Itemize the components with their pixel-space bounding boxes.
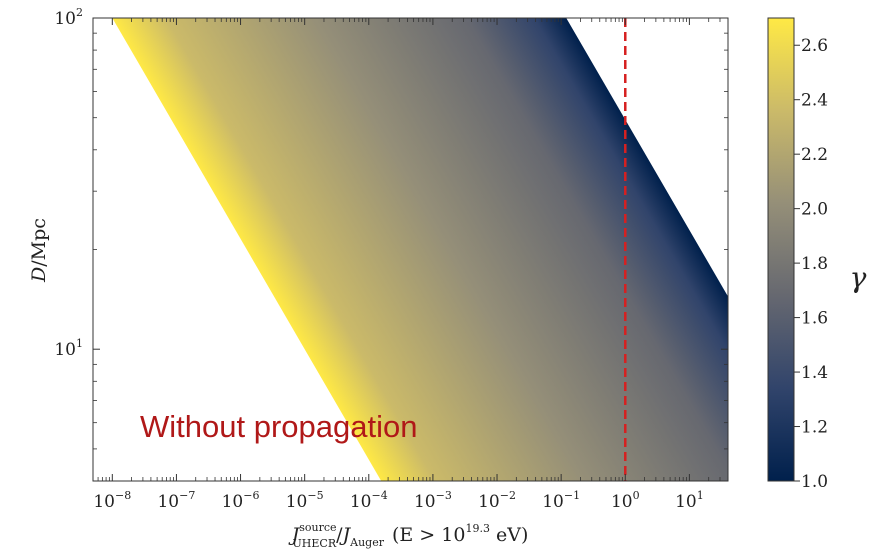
colorbar-tick-label: 2.0: [801, 200, 828, 220]
y-tick-label: 102: [54, 6, 83, 29]
colorbar-tick-label: 1.6: [801, 309, 828, 329]
x-tick-label: 10−7: [157, 489, 195, 512]
annotation-without-propagation: Without propagation: [140, 409, 417, 444]
x-tick-label: 100: [611, 489, 640, 512]
colorbar-ticks: 1.0 1.2 1.4 1.6 1.8 2.0 2.2 2.4 2.6: [794, 36, 828, 492]
y-axis: 101 102: [54, 6, 728, 482]
colorbar-label: γ: [850, 261, 867, 294]
x-tick-label: 10−5: [286, 489, 324, 512]
x-axis-label: Jsource UHECR/JAuger (E > 1019.3 eV): [288, 521, 529, 550]
x-tick-label: 10−8: [93, 489, 131, 512]
colorbar-tick-label: 2.2: [801, 145, 828, 165]
x-tick-label: 10−2: [478, 489, 516, 512]
colorbar-tick-label: 2.6: [801, 36, 828, 56]
colorbar-tick-label: 1.4: [801, 363, 828, 383]
colorbar: [767, 17, 795, 482]
gamma-band: [112, 18, 728, 481]
colorbar-tick-label: 2.4: [801, 91, 828, 111]
x-tick-label: 101: [675, 489, 704, 512]
colorbar-tick-label: 1.0: [801, 472, 828, 492]
x-tick-label: 10−1: [542, 489, 580, 512]
x-tick-label: 10−6: [222, 489, 260, 512]
y-axis-label: D/Mpc: [28, 218, 50, 283]
colorbar-tick-label: 1.2: [801, 418, 828, 438]
x-axis: 10−8 10−7 10−6 10−5 10−4 10−3 10−2 10−1 100 101: [92, 18, 729, 512]
x-tick-label: 10−4: [350, 489, 388, 512]
colorbar-tick-label: 1.8: [801, 254, 828, 274]
y-tick-label: 101: [54, 337, 83, 360]
x-tick-label: 10−3: [414, 489, 452, 512]
